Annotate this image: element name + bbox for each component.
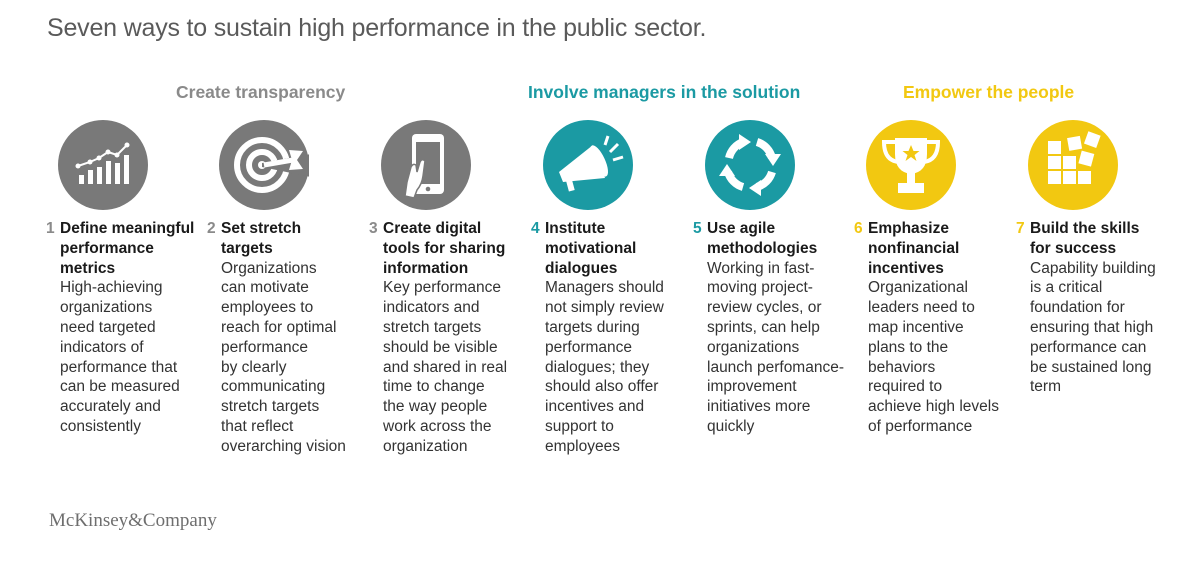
smartphone-icon — [381, 120, 471, 210]
way-description: Key performance indicators and stretch t… — [383, 279, 508, 455]
group-header-people: Empower the people — [903, 82, 1075, 102]
way-number: 1 — [46, 220, 55, 237]
way-description: Working in fast- moving project- review … — [707, 259, 844, 435]
way-number: 5 — [693, 220, 702, 237]
way-heading: Use agile methodologies — [707, 220, 818, 257]
way-heading: Build the skills for success — [1030, 220, 1140, 257]
trophy-icon — [866, 120, 956, 210]
way-item-4: 4 Institute motivational dialogues Manag… — [531, 219, 705, 457]
page-title: Seven ways to sustain high performance i… — [47, 14, 707, 42]
way-item-7: 7 Build the skills for success Capabilit… — [1016, 219, 1190, 397]
way-number: 4 — [531, 220, 540, 237]
brand-logo: McKinsey&Company — [49, 510, 217, 531]
way-item-6: 6 Emphasize nonfinancial incentives Orga… — [854, 219, 1028, 437]
building-blocks-icon — [1028, 120, 1118, 210]
way-heading: Define meaningful performance metrics — [60, 220, 195, 277]
cycle-arrows-icon — [705, 120, 795, 210]
way-heading: Create digital tools for sharing informa… — [383, 220, 506, 277]
way-number: 7 — [1016, 220, 1025, 237]
group-header-transparency: Create transparency — [176, 82, 346, 102]
group-header-managers: Involve managers in the solution — [528, 82, 801, 102]
target-icon — [219, 120, 309, 210]
way-description: Capability building is a critical founda… — [1030, 259, 1156, 396]
way-heading: Set stretch targets — [221, 220, 302, 257]
way-item-5: 5 Use agile methodologies Working in fas… — [693, 219, 867, 437]
way-description: Managers should not simply review target… — [545, 279, 664, 455]
way-number: 3 — [369, 220, 378, 237]
way-item-3: 3 Create digital tools for sharing infor… — [369, 219, 543, 457]
way-number: 6 — [854, 220, 863, 237]
bar-chart-icon — [58, 120, 148, 210]
way-heading: Institute motivational dialogues — [545, 220, 637, 277]
way-heading: Emphasize nonfinancial incentives — [868, 220, 960, 277]
way-item-1: 1 Define meaningful performance metrics … — [46, 219, 220, 437]
way-number: 2 — [207, 220, 216, 237]
way-description: Organizations can motivate employees to … — [221, 259, 346, 455]
way-description: Organizational leaders need to map incen… — [868, 279, 999, 435]
megaphone-icon — [543, 120, 633, 210]
way-description: High-achieving organizations need target… — [60, 279, 180, 435]
way-item-2: 2 Set stretch targets Organizations can … — [207, 219, 381, 457]
